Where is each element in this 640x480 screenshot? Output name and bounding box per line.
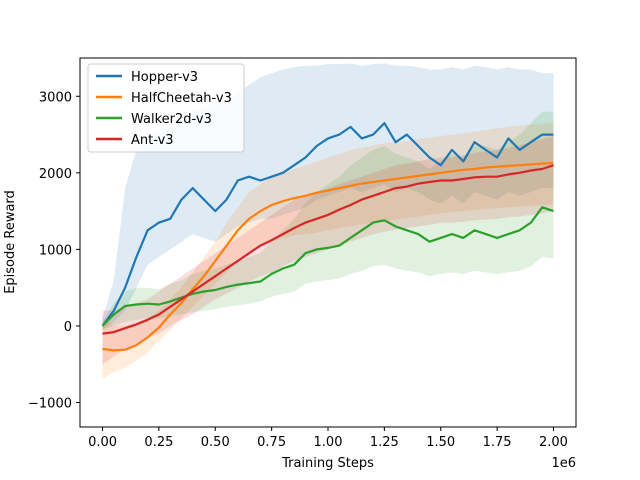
x-tick-label: 0.75 [257,435,286,450]
halfcheetah-v3-line [102,161,554,352]
series-lines [101,121,554,352]
legend: Hopper-v3 HalfCheetah-v3 Walker2d-v3 Ant-v3 [87,63,245,153]
y-tick-label: 2000 [39,167,72,182]
x-tick-label: 1.50 [426,435,455,450]
x-axis-offset-label: 1e6 [551,456,576,471]
x-tick-label: 1.25 [370,435,399,450]
hopper-v3-line [101,121,554,327]
ant-v3-band [102,136,554,365]
legend-label-hopper-v3: Hopper-v3 [131,70,198,85]
x-axis-label: Training Steps [281,456,374,471]
x-tick-label: 0.25 [144,435,173,450]
x-tick-label: 1.75 [483,435,512,450]
y-tick-label: 3000 [39,90,72,105]
legend-label-halfcheetah-v3: HalfCheetah-v3 [131,91,232,106]
walker2d-v3-line [101,206,554,327]
y-axis-label: Episode Reward [3,190,18,294]
legend-label-walker2d-v3: Walker2d-v3 [131,112,212,127]
x-axis-ticks: 0.00 0.25 0.50 0.75 1.00 1.25 1.50 1.75 2.00 [88,427,568,450]
x-tick-label: 0.00 [88,435,117,450]
x-tick-label: 1.00 [314,435,343,450]
y-tick-label: 1000 [39,243,72,258]
y-axis-ticks: −1000 0 1000 2000 3000 [28,90,80,412]
x-tick-label: 2.00 [539,435,568,450]
ant-v3-line [102,164,554,335]
legend-box [87,63,245,153]
x-tick-label: 0.50 [201,435,230,450]
y-tick-label: 0 [64,320,72,335]
legend-label-ant-v3: Ant-v3 [131,133,174,148]
halfcheetah-v3-band [102,123,554,380]
y-tick-label: −1000 [28,397,72,412]
